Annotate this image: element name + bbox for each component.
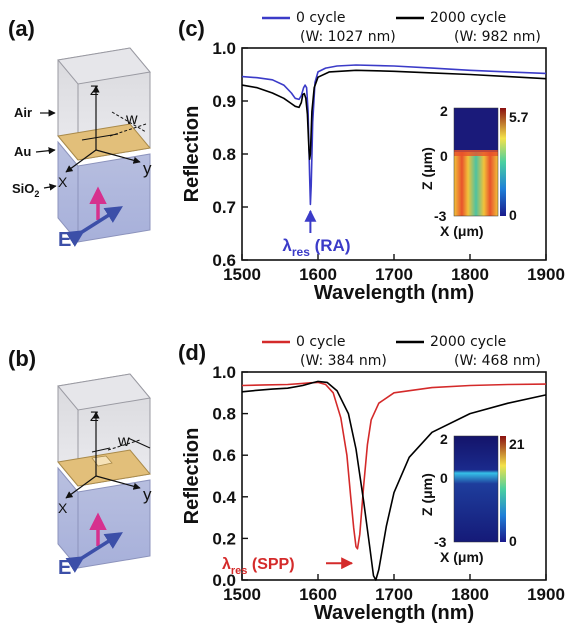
substrate-block xyxy=(57,466,151,569)
inset-d-ytick-bottom: -3 xyxy=(434,534,447,550)
z-axis-label: Z xyxy=(90,408,99,424)
legend-label: 2000 cycle xyxy=(430,10,506,26)
series-line-2000-cycle xyxy=(241,69,547,161)
inset-c-ytick-top: 2 xyxy=(440,103,448,119)
series-line-0-cycle xyxy=(241,381,547,550)
inset-c: 5.7 0 2 0 -3 Z (μm) X (μm) xyxy=(419,103,529,239)
x-tick-label: 1800 xyxy=(451,265,489,284)
colorbar-d xyxy=(500,436,506,542)
legend-label: 2000 cycle xyxy=(430,334,506,350)
legend-label: 0 cycle xyxy=(296,10,346,26)
colorbar-d-max: 21 xyxy=(509,436,525,452)
inset-c-xlabel: X (μm) xyxy=(440,223,484,239)
inset-d-ylabel: Z (μm) xyxy=(419,473,435,516)
inset-d: 21 0 2 0 -3 Z (μm) X (μm) xyxy=(419,431,525,565)
x-tick-label: 1500 xyxy=(223,265,261,284)
legend-label: 0 cycle xyxy=(296,334,346,350)
legend-sublabel: (W: 1027 nm) xyxy=(300,29,396,45)
panel-a-letter: (a) xyxy=(8,16,35,41)
legend-sublabel: (W: 982 nm) xyxy=(454,29,541,45)
e-field-label: E xyxy=(58,229,71,251)
inset-c-ytick-mid: 0 xyxy=(440,148,448,164)
gold-film xyxy=(57,449,151,487)
y-tick-label: 0.0 xyxy=(212,571,236,590)
y-axis-label: y xyxy=(143,485,152,504)
e-field-arrow xyxy=(65,532,123,573)
y-tick-label: 0.4 xyxy=(212,488,236,507)
y-axis-label: Reflection xyxy=(181,106,203,203)
panel-d-letter: (d) xyxy=(178,340,206,365)
panel-b-letter: (b) xyxy=(8,346,36,371)
x-axis-label: Wavelength (nm) xyxy=(314,602,474,624)
w-label: w xyxy=(125,111,138,128)
inset-d-xlabel: X (μm) xyxy=(440,549,484,565)
colorbar-c xyxy=(500,108,506,216)
substrate-block xyxy=(57,140,151,243)
y-axis-label: y xyxy=(143,159,152,178)
gold-film xyxy=(57,123,151,161)
chart-c: (c) 1500 1600 1700 1800 1900 0.6 0.7 0.8 0.9 1.0 W… xyxy=(178,10,565,304)
field-map-d xyxy=(454,436,498,542)
annotation-label: λres (SPP) xyxy=(222,556,295,577)
annotation-label: λres (RA) xyxy=(282,236,350,259)
x-tick-label: 1600 xyxy=(299,585,337,604)
x-tick-label: 1600 xyxy=(299,265,337,284)
legend-sublabel: (W: 384 nm) xyxy=(300,353,387,369)
y-tick-label: 0.9 xyxy=(212,92,236,111)
sio2-label: SiO2 xyxy=(12,181,39,199)
au-label: Au xyxy=(14,144,31,159)
e-field-arrow xyxy=(65,206,123,247)
y-axis-label: Reflection xyxy=(181,428,203,525)
x-tick-label: 1500 xyxy=(223,585,261,604)
y-tick-label: 0.7 xyxy=(212,198,236,217)
y-tick-label: 1.0 xyxy=(212,363,236,382)
x-tick-label: 1800 xyxy=(451,585,489,604)
y-tick-label: 1.0 xyxy=(212,39,236,58)
inset-d-ytick-top: 2 xyxy=(440,431,448,447)
e-field-label: E xyxy=(58,557,71,579)
inset-c-ylabel: Z (μm) xyxy=(419,147,435,190)
y-tick-label: 0.6 xyxy=(212,251,236,270)
w-label: w xyxy=(117,433,130,450)
legend-sublabel: (W: 468 nm) xyxy=(454,353,541,369)
colorbar-d-min: 0 xyxy=(509,533,517,549)
y-tick-label: 0.6 xyxy=(212,446,236,465)
x-tick-label: 1900 xyxy=(527,265,565,284)
x-tick-label: 1700 xyxy=(375,585,413,604)
panel-c-letter: (c) xyxy=(178,16,205,41)
x-tick-label: 1700 xyxy=(375,265,413,284)
colorbar-c-max: 5.7 xyxy=(509,109,529,125)
inset-c-ytick-bottom: -3 xyxy=(434,208,447,224)
colorbar-c-min: 0 xyxy=(509,207,517,223)
y-tick-label: 0.2 xyxy=(212,529,236,548)
x-axis-label: X xyxy=(58,500,68,516)
series-line-0-cycle xyxy=(241,64,547,206)
schematic-a: (a) Z X y w Air Au SiO2 E xyxy=(8,16,152,251)
chart-d: (d) 1500 1600 1700 1800 1900 0.0 0.2 0.4 0.6 0.8 1… xyxy=(178,334,565,624)
inset-d-ytick-mid: 0 xyxy=(440,470,448,486)
air-label: Air xyxy=(14,105,32,120)
air-top-face xyxy=(57,47,151,85)
x-axis-label: Wavelength (nm) xyxy=(314,282,474,304)
x-tick-label: 1900 xyxy=(527,585,565,604)
series-line-2000-cycle xyxy=(241,380,547,581)
y-tick-label: 0.8 xyxy=(212,145,236,164)
y-tick-label: 0.8 xyxy=(212,405,236,424)
schematic-b: (b) Z X y w E xyxy=(8,346,152,579)
x-axis-label: X xyxy=(58,174,68,190)
z-axis-label: Z xyxy=(90,82,99,98)
